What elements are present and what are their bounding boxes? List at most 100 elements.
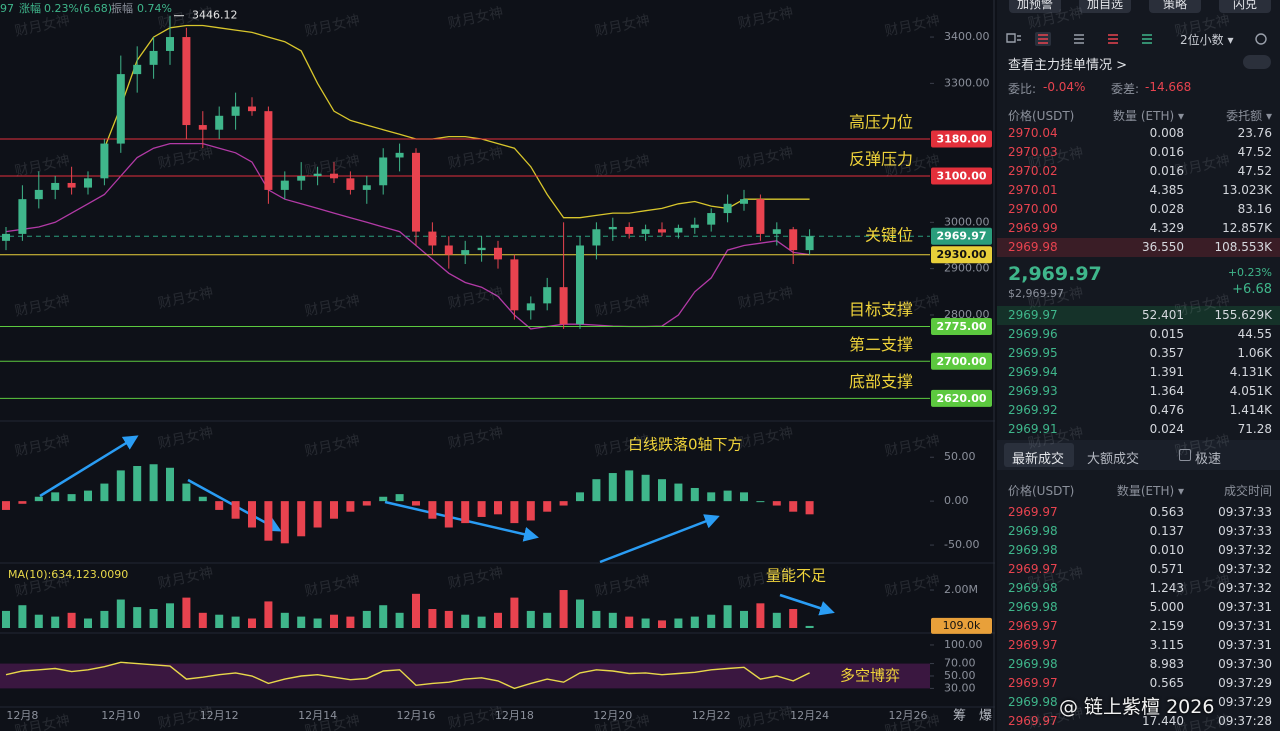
y-tick-label: -50.00 xyxy=(944,538,979,551)
trade-qty: 0.137 xyxy=(1149,524,1184,538)
macd-bar xyxy=(723,490,732,502)
qty: 0.016 xyxy=(1149,145,1184,159)
side-label[interactable]: 爆 xyxy=(979,709,992,724)
candle-body xyxy=(264,111,273,190)
macd-bar xyxy=(608,473,617,502)
candle-body xyxy=(674,227,683,233)
icon[interactable] xyxy=(1255,33,1267,45)
icon[interactable] xyxy=(1108,34,1118,44)
candle-body xyxy=(756,199,765,234)
amount: 47.52 xyxy=(1237,164,1272,178)
trade-price: 2969.97 xyxy=(1008,505,1058,519)
toggle[interactable] xyxy=(1243,55,1271,69)
checkbox[interactable] xyxy=(1179,449,1191,461)
level-name: 底部支撑 xyxy=(849,372,913,391)
trade-time: 09:37:31 xyxy=(1218,638,1272,652)
candle-body xyxy=(379,157,388,186)
macd-bar xyxy=(526,501,535,521)
volume-bar xyxy=(674,618,683,628)
y-tick-label: 50.00 xyxy=(944,669,976,682)
candle-body xyxy=(116,74,125,144)
row-highlight xyxy=(997,238,1280,257)
trade-qty: 5.000 xyxy=(1149,600,1184,614)
col-header[interactable]: 数量(ETH) ▾ xyxy=(1116,484,1184,498)
amount: 71.28 xyxy=(1237,422,1272,436)
trade-time: 09:37:33 xyxy=(1218,505,1272,519)
x-tick-label: 12月24 xyxy=(790,709,829,722)
candle-body xyxy=(395,152,404,158)
row-highlight xyxy=(997,306,1280,325)
candle-body xyxy=(510,259,519,311)
candle-body xyxy=(707,213,716,225)
volume-bar xyxy=(18,605,27,628)
amount: 155.629K xyxy=(1214,308,1273,322)
main-orders[interactable]: 查看主力挂单情况 > xyxy=(1008,58,1128,73)
candle-body xyxy=(362,185,371,190)
icon[interactable] xyxy=(1074,34,1084,44)
volume-bar xyxy=(379,605,388,628)
level-price: 2775.00 xyxy=(936,320,986,333)
icon[interactable] xyxy=(1038,34,1048,44)
candle-body xyxy=(772,229,781,234)
icon[interactable] xyxy=(1006,33,1021,43)
macd-bar xyxy=(346,501,355,512)
candle-body xyxy=(149,50,158,65)
tab[interactable]: 大额成交 xyxy=(1087,452,1140,467)
volume-bar xyxy=(789,609,798,628)
col-header[interactable]: 数量 (ETH) ▾ xyxy=(1113,109,1184,123)
candle-body xyxy=(658,229,666,233)
trade-qty: 0.565 xyxy=(1149,676,1184,690)
mid-price: 2,969.97 xyxy=(1008,263,1102,285)
candle-body xyxy=(215,115,224,130)
decimals[interactable]: 2位小数 ▾ xyxy=(1180,33,1234,47)
level-price: 3100.00 xyxy=(936,170,986,183)
level-tag xyxy=(931,389,992,407)
button[interactable]: 策略 xyxy=(1149,0,1201,13)
trade-price: 2969.98 xyxy=(1008,524,1058,538)
price: 2970.00 xyxy=(1008,202,1058,216)
y-tick-label: 3000.00 xyxy=(944,215,990,228)
trade-qty: 17.440 xyxy=(1142,714,1184,728)
amount: 47.52 xyxy=(1237,145,1272,159)
tab[interactable]: 极速 xyxy=(1195,452,1222,467)
qty: 4.385 xyxy=(1149,183,1184,197)
icon[interactable] xyxy=(1142,34,1152,44)
col-header[interactable]: 委托额 ▾ xyxy=(1226,109,1272,123)
price: 2969.97 xyxy=(1008,308,1058,322)
price: 2969.99 xyxy=(1008,221,1058,235)
candle-body xyxy=(166,37,174,51)
macd-bar xyxy=(231,501,240,519)
y-tick-label: 70.00 xyxy=(944,657,976,670)
candle-body xyxy=(740,199,748,204)
volume-bar xyxy=(84,618,92,628)
volume-bar xyxy=(608,612,617,628)
volume-bar xyxy=(362,610,371,628)
order-panel: 加预警 加自选 策略 闪兑 2位小数 ▾ 查看主力挂单情况 > 委比: -0.04% 委差: -1… xyxy=(997,0,1280,731)
volume-bar xyxy=(576,599,584,628)
macd-bar xyxy=(592,479,601,502)
side-label[interactable]: 筹 xyxy=(953,708,966,724)
level-name: 反弹压力 xyxy=(849,150,913,169)
macd-bar xyxy=(100,483,109,502)
trade-qty: 2.159 xyxy=(1149,619,1184,633)
col-header[interactable]: 成交时间 xyxy=(1223,484,1272,498)
tab[interactable]: 最新成交 xyxy=(1012,452,1065,467)
trade-time: 09:37:33 xyxy=(1218,524,1272,538)
credit: @ 链上紫檀 2026 xyxy=(1059,696,1215,718)
button[interactable]: 加预警 xyxy=(1009,0,1061,13)
button[interactable]: 闪兑 xyxy=(1219,0,1271,13)
y-tick-label: 100.00 xyxy=(944,638,983,651)
trade-time: 09:37:31 xyxy=(1218,619,1272,633)
macd-bar xyxy=(789,501,798,512)
qty: 0.476 xyxy=(1149,403,1184,417)
trade-price: 2969.97 xyxy=(1008,714,1058,728)
high-marker: 3446.12 xyxy=(192,9,238,22)
level-tag xyxy=(931,246,992,264)
level-name: 目标支撑 xyxy=(849,300,913,319)
qty: 0.357 xyxy=(1149,346,1184,360)
x-tick-label: 12月14 xyxy=(298,709,337,722)
candle-body xyxy=(100,143,109,179)
button[interactable]: 加自选 xyxy=(1079,0,1131,13)
qty: 0.008 xyxy=(1149,126,1184,140)
macd-bar xyxy=(576,492,584,502)
